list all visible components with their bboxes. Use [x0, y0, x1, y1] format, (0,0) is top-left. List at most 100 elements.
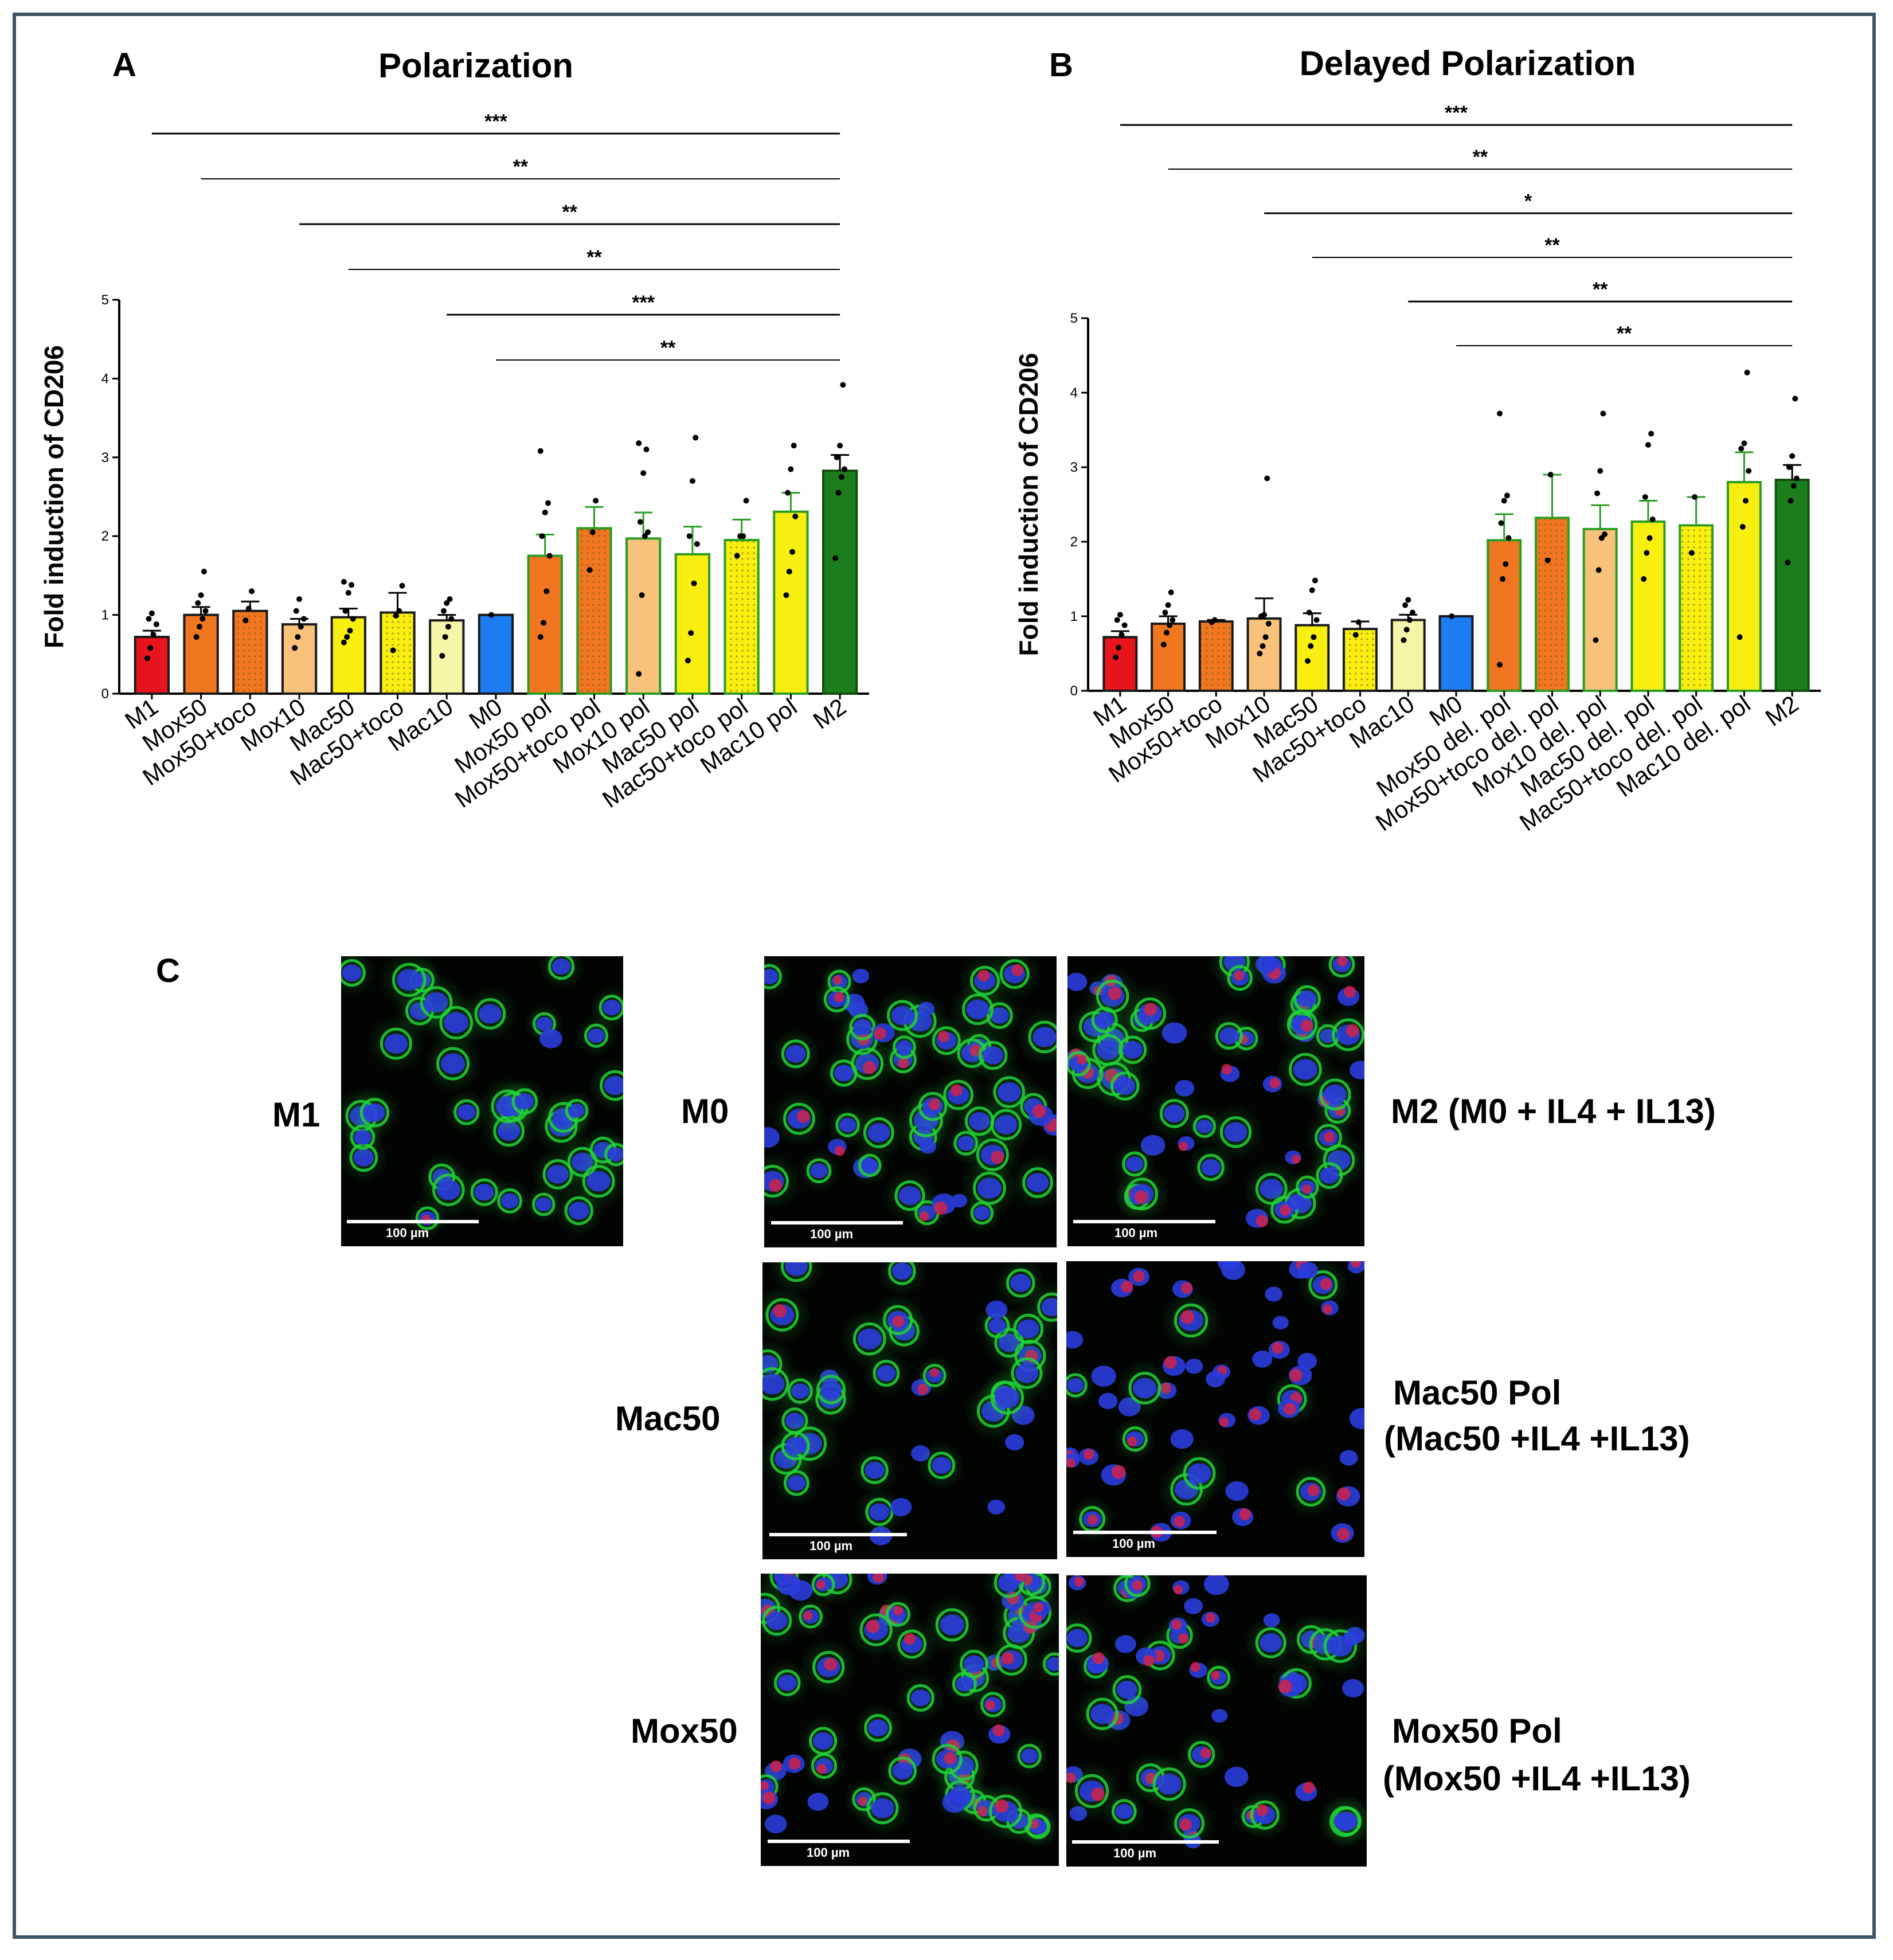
data-point: [1168, 589, 1174, 596]
data-point: [636, 440, 642, 447]
data-point: [345, 590, 351, 596]
data-point: [447, 596, 453, 603]
y-tick-label: 2: [101, 529, 109, 544]
bar-texture: [726, 541, 757, 693]
cell-nucleus: [987, 1499, 1006, 1515]
data-point: [586, 567, 593, 573]
data-point: [295, 634, 301, 640]
data-point: [1170, 617, 1176, 623]
data-point: [390, 647, 396, 654]
cell-membrane: [864, 1713, 892, 1742]
micrograph-m0-cells: [764, 956, 1057, 1234]
cell-membrane: [1315, 1124, 1342, 1152]
bar-Mac10 pol: [773, 510, 809, 695]
cell-nucleus: [956, 1676, 973, 1692]
cell-membrane: [922, 1363, 946, 1388]
cell-membrane: [996, 1644, 1027, 1676]
cd206-signal: [866, 1619, 880, 1633]
data-point: [1117, 612, 1123, 618]
cd206-signal: [985, 1700, 996, 1711]
cell-nucleus: [444, 1012, 469, 1034]
data-point: [1742, 498, 1749, 504]
cell-membrane: [1219, 1116, 1252, 1148]
cd206-signal: [944, 1752, 956, 1765]
data-point: [148, 610, 155, 616]
cell-membrane: [1112, 1675, 1142, 1704]
data-point: [200, 616, 206, 622]
scale-text-m0: 100 µm: [810, 1227, 854, 1241]
cell-nucleus: [1090, 1704, 1114, 1724]
data-point: [1785, 560, 1791, 566]
data-point: [1261, 612, 1268, 618]
data-point: [1121, 622, 1128, 628]
cell-membrane: [994, 1574, 1024, 1598]
scale-text-mox50-pol: 100 µm: [1113, 1846, 1157, 1860]
cell-nucleus: [515, 1093, 534, 1110]
cd206-signal: [1127, 1436, 1137, 1447]
cell-nucleus: [896, 1040, 913, 1054]
data-point: [248, 588, 255, 594]
cell-nucleus: [891, 1262, 912, 1280]
cell-membrane: [1043, 1652, 1059, 1676]
cell-nucleus: [1297, 1353, 1317, 1370]
cd206-signal: [1178, 1141, 1188, 1151]
cell-nucleus: [608, 1147, 623, 1162]
cd206-signal: [1269, 1078, 1281, 1089]
cell-membrane: [764, 1165, 789, 1198]
cd206-signal: [1133, 1270, 1145, 1282]
cell-membrane: [432, 1173, 465, 1206]
cell-nucleus: [1066, 1378, 1084, 1393]
data-point: [1167, 622, 1173, 628]
cell-membrane: [988, 1794, 1023, 1828]
cell-nucleus: [983, 1046, 1004, 1065]
cd206-signal: [873, 1574, 884, 1583]
scale-bar-mac50: [769, 1533, 907, 1536]
cell-membrane: [781, 1039, 810, 1069]
y-axis-label: Fold induction of CD206: [39, 345, 69, 648]
cd206-signal: [1307, 1484, 1320, 1496]
cd206-signal: [1179, 1818, 1192, 1831]
data-point: [546, 553, 553, 559]
cell-nucleus: [1170, 1429, 1194, 1449]
cell-nucleus: [604, 1075, 623, 1095]
data-point: [1600, 410, 1606, 417]
cell-nucleus: [988, 1318, 1006, 1333]
data-point: [393, 612, 399, 619]
cell-nucleus: [1219, 1027, 1239, 1044]
data-point: [791, 443, 797, 449]
cd206-signal: [992, 1724, 1005, 1736]
data-point: [1305, 658, 1311, 664]
cell-membrane: [1255, 1627, 1286, 1658]
cell-membrane: [932, 1026, 961, 1055]
data-point: [1736, 634, 1743, 640]
data-point: [342, 608, 349, 614]
cell-membrane: [952, 1672, 977, 1697]
significance-label: **: [660, 337, 676, 359]
data-point: [1646, 535, 1653, 541]
cd206-signal: [1132, 1580, 1143, 1591]
cd206-signal: [1108, 987, 1122, 1000]
cell-nucleus: [868, 1719, 889, 1737]
cell-nucleus: [1046, 1657, 1059, 1671]
cell-nucleus: [942, 1791, 967, 1813]
cell-nucleus: [1286, 1194, 1305, 1210]
data-point: [1786, 464, 1792, 470]
cell-membrane: [1250, 1800, 1280, 1830]
cd206-signal: [1143, 1655, 1155, 1666]
cell-nucleus: [813, 1732, 834, 1750]
micrograph-m0: 100 µm: [764, 956, 1057, 1247]
cell-membrane: [830, 1059, 858, 1087]
cell-nucleus: [1349, 1061, 1364, 1079]
cell-membrane: [928, 1452, 956, 1480]
label-mac50-pol: Mac50 Pol: [1393, 1374, 1562, 1412]
label-mox50-pol: Mox50 Pol: [1392, 1712, 1562, 1750]
label-mac50: Mac50: [615, 1399, 721, 1438]
panel-b-letter: B: [1049, 46, 1073, 84]
cell-membrane: [943, 1079, 974, 1110]
cell-membrane: [935, 1608, 969, 1642]
cell-nucleus: [820, 1380, 842, 1399]
cell-membrane: [1207, 1665, 1231, 1690]
cell-membrane: [1316, 1162, 1343, 1189]
data-point: [1649, 517, 1656, 522]
